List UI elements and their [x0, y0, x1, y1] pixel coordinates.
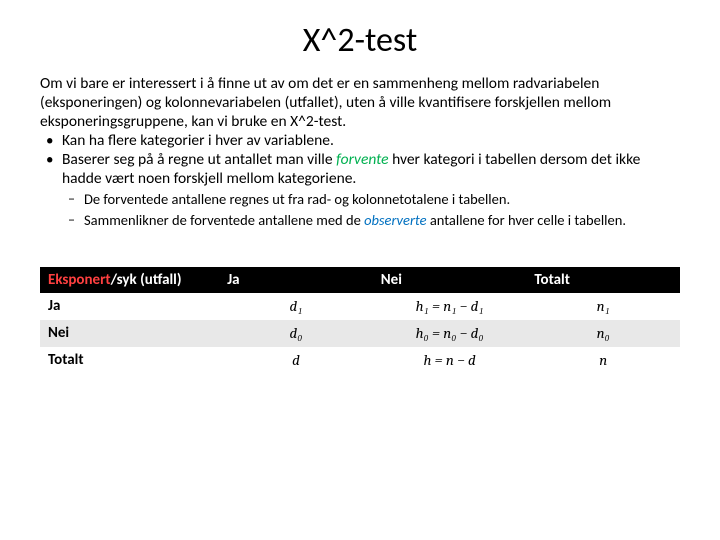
table-header-ja: Ja [219, 267, 373, 293]
bullet-item: Baserer seg på å regne ut antallet man v… [40, 151, 680, 189]
cell: d₁ [219, 293, 373, 320]
sub2-post: antallene for hver celle i tabellen. [427, 211, 626, 229]
table-row: Nei d₀ h₀ = n₀ − d₀ n₀ [40, 320, 680, 347]
bullet2-highlight: forvente [336, 150, 389, 169]
cell: h₀ = n₀ − d₀ [373, 320, 527, 347]
row-label-nei: Nei [40, 320, 219, 347]
cell: n₁ [526, 293, 680, 320]
slide-title: X^2-test [40, 20, 680, 61]
intro-paragraph: Om vi bare er interessert i å finne ut a… [40, 75, 680, 132]
bullet-item: Kan ha flere kategorier i hver av variab… [40, 132, 680, 151]
body-text: Om vi bare er interessert i å finne ut a… [40, 75, 680, 229]
cell: h = n − d [373, 347, 527, 373]
cell: d [219, 347, 373, 373]
table-header-nei: Nei [373, 267, 527, 293]
slide: X^2-test Om vi bare er interessert i å f… [0, 0, 720, 540]
table-header-totalt: Totalt [526, 267, 680, 293]
cell: n [526, 347, 680, 373]
table-row: Totalt d h = n − d n [40, 347, 680, 373]
row-label-ja: Ja [40, 293, 219, 320]
contingency-table: Eksponert/syk (utfall) Ja Nei Totalt Ja … [40, 267, 680, 373]
table-row: Ja d₁ h₁ = n₁ − d₁ n₁ [40, 293, 680, 320]
sub2-highlight: observerte [364, 211, 426, 229]
bullet-list: Kan ha flere kategorier i hver av variab… [40, 132, 680, 189]
sub-bullet-item: Sammenlikner de forventede antallene med… [40, 211, 680, 229]
header-eksponert: Eksponert [48, 271, 111, 289]
cell: d₀ [219, 320, 373, 347]
sub-bullet-item: De forventede antallene regnes ut fra ra… [40, 190, 680, 208]
table-header-row: Eksponert/syk (utfall) Ja Nei Totalt [40, 267, 680, 293]
row-label-totalt: Totalt [40, 347, 219, 373]
sub-bullet-list: De forventede antallene regnes ut fra ra… [40, 190, 680, 228]
cell: n₀ [526, 320, 680, 347]
table-header-rowvar: Eksponert/syk (utfall) [40, 267, 219, 293]
sub2-pre: Sammenlikner de forventede antallene med… [84, 211, 364, 229]
header-rest: /syk (utfall) [111, 271, 182, 289]
cell: h₁ = n₁ − d₁ [373, 293, 527, 320]
bullet2-pre: Baserer seg på å regne ut antallet man v… [62, 150, 336, 169]
